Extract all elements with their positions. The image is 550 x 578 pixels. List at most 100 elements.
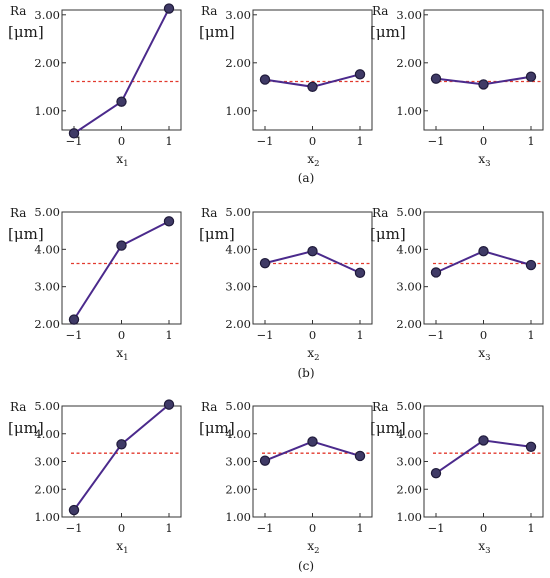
data-point xyxy=(116,96,127,107)
x-tick-label: −1 xyxy=(66,328,83,342)
y-tick-label: 2.00 xyxy=(225,482,251,496)
x-tick-label: 0 xyxy=(480,521,487,535)
data-point xyxy=(116,439,127,450)
y-tick-label: 4.00 xyxy=(396,427,422,441)
data-point xyxy=(478,435,489,446)
y-tick-label: 5.00 xyxy=(34,399,60,413)
x-tick-label: 1 xyxy=(165,134,172,148)
y-tick-label: 3.00 xyxy=(225,280,251,294)
panel-caption: (c) xyxy=(298,559,314,573)
series-line xyxy=(73,403,170,511)
plot-frame xyxy=(252,9,373,131)
series-line xyxy=(73,220,170,321)
row-group-c: 1.00 2.00 3.00 4.00 5.00 −1 0 1 x1 Ra [μm] 1.00 2.00… xyxy=(8,399,544,573)
y-axis-label: Ra xyxy=(10,400,26,414)
series-line xyxy=(73,8,170,135)
y-axis-label: Ra xyxy=(10,206,26,220)
x-axis-label: x2 xyxy=(307,539,319,556)
x-axis-label: x3 xyxy=(478,539,490,556)
x-tick-label: 0 xyxy=(309,134,316,148)
y-tick-label: 5.00 xyxy=(396,399,422,413)
y-tick-label: 3.00 xyxy=(34,8,60,22)
data-point xyxy=(478,79,489,90)
data-point xyxy=(163,399,175,410)
y-tick-label: 1.00 xyxy=(396,104,422,118)
y-tick-label: 3.00 xyxy=(225,455,251,469)
y-axis-label: Ra xyxy=(372,400,388,414)
y-tick-label: 1.00 xyxy=(34,510,60,524)
chart-panel: 2.00 3.00 4.00 5.00 −1 0 1 x1 Ra [μm] xyxy=(8,205,182,363)
y-tick-label: 5.00 xyxy=(225,205,251,219)
data-point xyxy=(307,245,318,257)
y-axis-unit-label: [μm] xyxy=(199,23,235,41)
y-axis-unit-label: [μm] xyxy=(370,419,406,437)
y-axis-label: Ra xyxy=(372,206,388,220)
chart-panel: 1.00 2.00 3.00 4.00 5.00 −1 0 1 x1 Ra [μm] xyxy=(8,399,182,556)
plot-frame xyxy=(252,405,373,518)
data-point xyxy=(259,455,271,466)
y-tick-label: 3.00 xyxy=(396,455,422,469)
plot-frame xyxy=(423,405,544,518)
panel-caption: (a) xyxy=(298,171,315,185)
y-axis-label: Ra xyxy=(201,4,217,18)
y-axis-unit-label: [μm] xyxy=(370,225,406,243)
x-tick-label: 0 xyxy=(480,134,487,148)
data-point xyxy=(259,257,271,269)
y-tick-label: 1.00 xyxy=(225,104,251,118)
chart-panel: 1.00 2.00 3.00 −1 0 1 x1 Ra [μm] xyxy=(8,3,182,169)
y-tick-label: 2.00 xyxy=(225,56,251,70)
y-tick-label: 1.00 xyxy=(34,104,60,118)
y-tick-label: 4.00 xyxy=(396,242,422,256)
y-tick-label: 3.00 xyxy=(225,8,251,22)
data-point xyxy=(525,71,537,82)
data-point xyxy=(68,314,80,325)
chart-panel: 1.00 2.00 3.00 −1 0 1 x3 Ra [μm] xyxy=(370,4,544,169)
chart-panel: 1.00 2.00 3.00 4.00 5.00 −1 0 1 x3 Ra [μm] xyxy=(370,399,544,556)
data-point xyxy=(525,441,537,452)
x-tick-label: 1 xyxy=(356,134,363,148)
y-axis-unit-label: [μm] xyxy=(199,225,235,243)
chart-panel: 1.00 2.00 3.00 4.00 5.00 −1 0 1 x2 Ra [μm] xyxy=(199,399,373,556)
x-tick-label: −1 xyxy=(428,328,445,342)
data-point xyxy=(307,81,318,93)
y-axis-label: Ra xyxy=(372,4,388,18)
data-point xyxy=(430,73,442,84)
panel-caption: (b) xyxy=(297,366,314,380)
y-tick-label: 2.00 xyxy=(396,482,422,496)
x-tick-label: 0 xyxy=(480,328,487,342)
y-tick-label: 3.00 xyxy=(396,280,422,294)
x-tick-label: −1 xyxy=(428,521,445,535)
x-tick-label: 0 xyxy=(309,328,316,342)
y-tick-label: 3.00 xyxy=(34,455,60,469)
x-tick-label: 0 xyxy=(118,134,125,148)
data-point xyxy=(68,128,80,139)
y-tick-label: 5.00 xyxy=(34,205,60,219)
x-tick-label: 1 xyxy=(356,521,363,535)
plot-frame xyxy=(61,9,182,131)
x-tick-label: 1 xyxy=(527,134,534,148)
x-tick-label: −1 xyxy=(257,521,274,535)
y-axis-unit-label: [μm] xyxy=(370,23,406,41)
data-point xyxy=(525,259,537,271)
y-tick-label: 4.00 xyxy=(34,427,60,441)
x-tick-label: 0 xyxy=(309,521,316,535)
data-point xyxy=(307,436,318,447)
y-tick-label: 1.00 xyxy=(396,510,422,524)
y-axis-label: Ra xyxy=(201,400,217,414)
chart-panel: 1.00 2.00 3.00 −1 0 1 x2 Ra [μm] xyxy=(199,4,373,169)
y-tick-label: 2.00 xyxy=(396,317,422,331)
x-tick-label: 1 xyxy=(165,328,172,342)
data-point xyxy=(430,467,442,479)
plot-frame xyxy=(423,9,544,131)
x-tick-label: −1 xyxy=(257,328,274,342)
x-tick-label: 0 xyxy=(118,521,125,535)
data-point xyxy=(478,245,489,257)
x-tick-label: 1 xyxy=(356,328,363,342)
y-tick-label: 2.00 xyxy=(225,317,251,331)
y-tick-label: 3.00 xyxy=(396,8,422,22)
x-axis-label: x2 xyxy=(307,152,319,169)
y-tick-label: 4.00 xyxy=(34,242,60,256)
x-axis-label: x1 xyxy=(116,346,128,363)
data-point xyxy=(163,3,175,14)
